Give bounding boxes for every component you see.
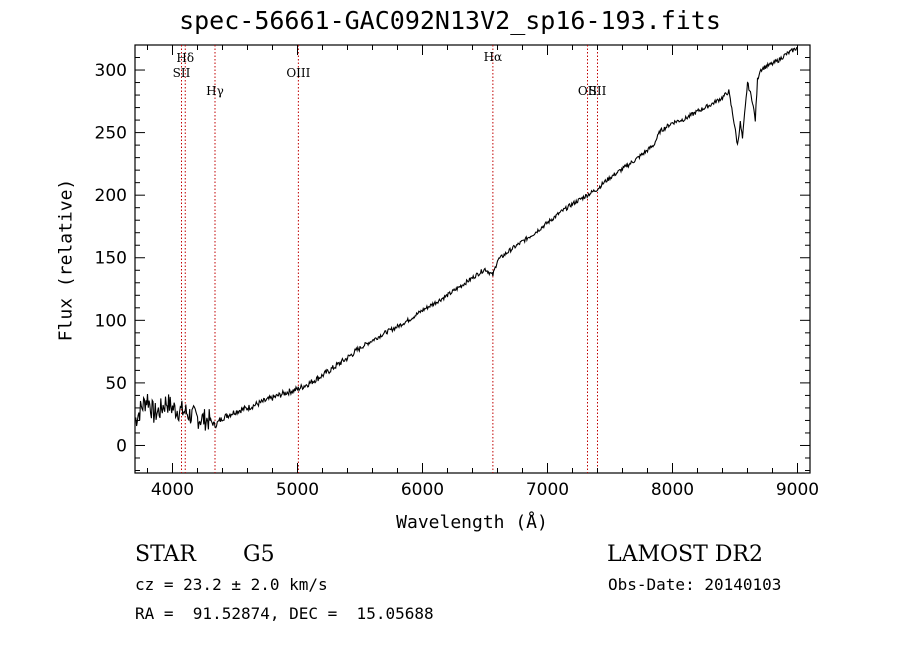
- plot-frame: [134, 44, 811, 474]
- y-tick-label: 50: [105, 374, 127, 394]
- line-marker-label: Hα: [484, 50, 503, 64]
- x-axis-label: Wavelength (Å): [396, 512, 548, 533]
- line-marker-label: SII: [589, 84, 607, 98]
- x-tick-label: 8000: [651, 480, 694, 500]
- x-tick-label: 7000: [526, 480, 569, 500]
- line-marker-label: Hγ: [206, 84, 224, 98]
- y-tick-label: 0: [116, 436, 127, 456]
- y-tick-label: 250: [95, 124, 127, 144]
- object-subclass: G5: [243, 542, 275, 567]
- line-marker-label: SII: [173, 66, 191, 80]
- y-axis-label: Flux (relative): [55, 178, 77, 342]
- x-tick-label: 5000: [276, 480, 319, 500]
- survey-label: LAMOST DR2: [607, 542, 763, 567]
- x-tick-label: 9000: [776, 480, 819, 500]
- y-tick-label: 100: [95, 311, 127, 331]
- object-class: STAR: [135, 542, 196, 567]
- y-tick-label: 150: [95, 249, 127, 269]
- spectrum-line: [134, 46, 798, 431]
- x-axis-ticks: 4000 5000 6000 7000 8000 9000: [147, 45, 819, 500]
- line-marker-label: OII: [578, 84, 598, 98]
- coordinates-text: RA = 91.52874, DEC = 15.05688: [135, 604, 434, 623]
- line-marker-label: OIII: [286, 66, 310, 80]
- y-axis-ticks: 0 50 100 150 200 250 300: [95, 44, 810, 471]
- line-marker-label: Hδ: [176, 51, 194, 65]
- chart-title: spec-56661-GAC092N13V2_sp16-193.fits: [179, 6, 721, 35]
- x-tick-label: 6000: [401, 480, 444, 500]
- x-tick-label: 4000: [151, 480, 194, 500]
- y-tick-label: 200: [95, 186, 127, 206]
- redshift-text: cz = 23.2 ± 2.0 km/s: [135, 575, 328, 594]
- y-tick-label: 300: [95, 61, 127, 81]
- obs-date-text: Obs-Date: 20140103: [608, 575, 782, 594]
